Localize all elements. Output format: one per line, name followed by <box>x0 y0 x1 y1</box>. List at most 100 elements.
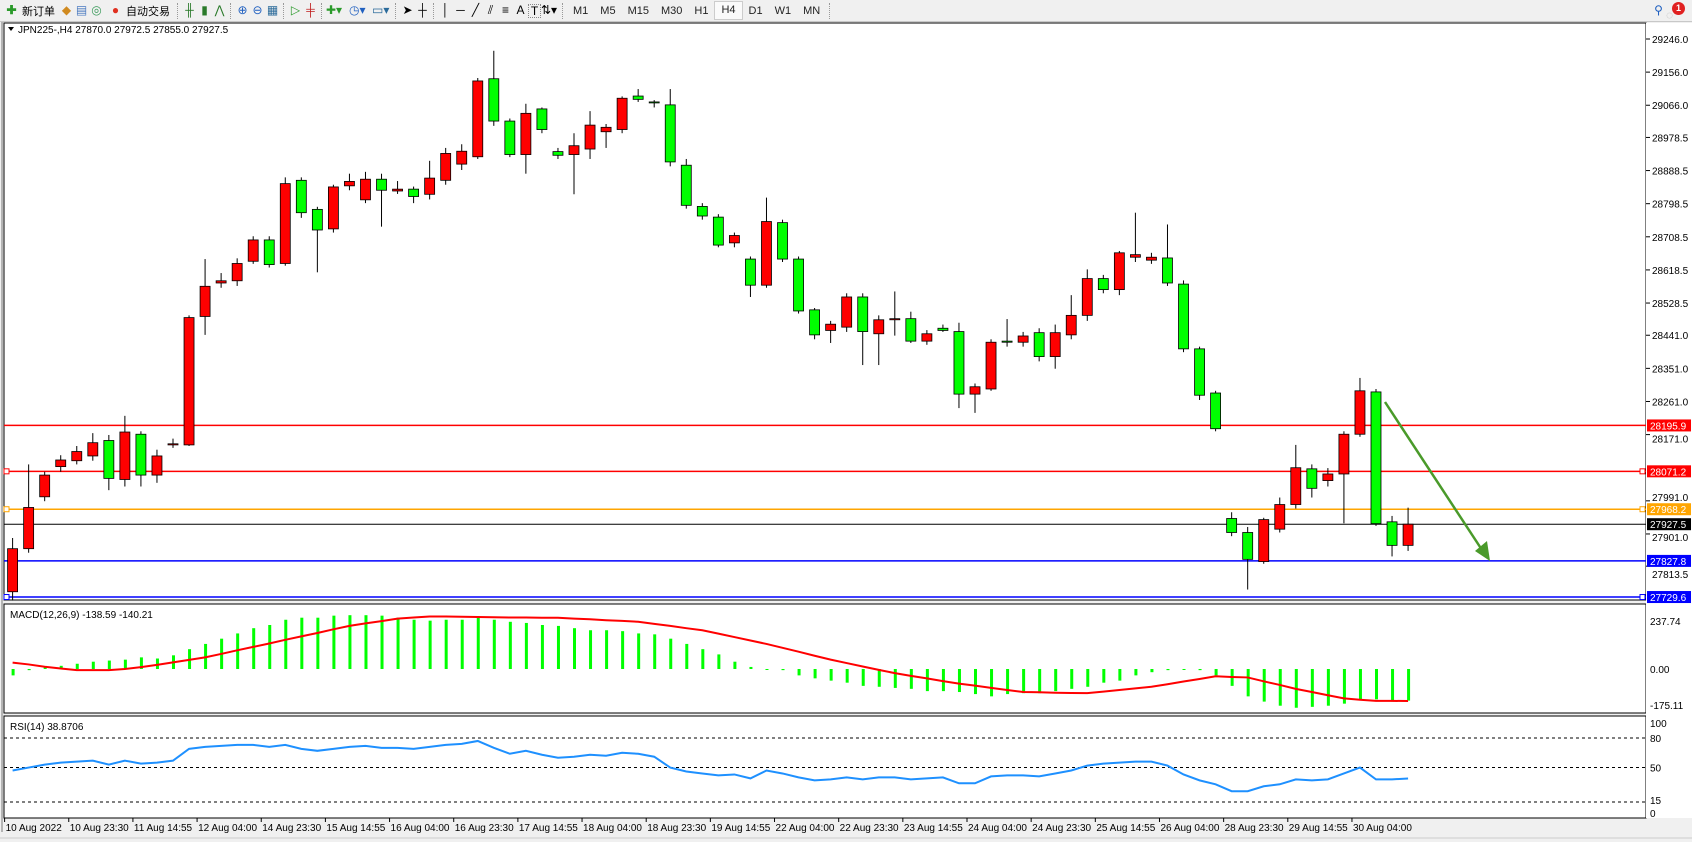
templates-icon[interactable]: ▭▾ <box>372 3 390 17</box>
macd-histogram-bar <box>669 638 673 669</box>
candle-body <box>889 318 901 321</box>
indicators-icon[interactable]: ✚▾ <box>326 3 343 17</box>
price-tick-label: 28888.5 <box>1652 167 1689 178</box>
candle-body <box>23 507 35 550</box>
text-label-icon[interactable]: T <box>528 3 541 18</box>
candle <box>247 236 259 264</box>
chart-header: JPN225-,H4 27870.0 27972.5 27855.0 27927… <box>18 25 229 36</box>
candle <box>1097 274 1109 294</box>
candle-body <box>7 548 18 593</box>
tile-windows-icon[interactable]: ▦ <box>266 3 279 17</box>
macd-histogram-bar <box>492 619 496 669</box>
timeframe-d1[interactable]: D1 <box>748 4 763 17</box>
candle-body <box>440 153 452 181</box>
rsi-panel <box>3 715 1647 819</box>
vertical-line-icon[interactable]: │ <box>441 3 450 17</box>
macd-histogram-bar <box>284 619 288 669</box>
macd-signal-line <box>12 615 1409 702</box>
candle <box>1162 224 1173 286</box>
candle-body <box>215 280 227 284</box>
fibonacci-icon[interactable]: ≡ <box>501 3 509 17</box>
auto-trading-label: 自动交易 <box>126 5 170 18</box>
cursor-icon[interactable]: ➤ <box>402 3 413 17</box>
level-price-tag <box>1647 465 1691 478</box>
chart-shift-icon[interactable]: ╪ <box>306 3 315 17</box>
trendline-icon[interactable]: ╱ <box>471 3 480 17</box>
candle <box>1194 346 1205 401</box>
candle <box>55 455 67 472</box>
macd-histogram-bar <box>1214 669 1218 676</box>
candlestick-icon[interactable]: ▮ <box>201 3 208 17</box>
zoom-in-icon[interactable]: ⊕ <box>237 3 248 17</box>
candle <box>680 158 692 209</box>
line-chart-icon[interactable]: ⋀ <box>214 3 225 17</box>
macd-histogram-bar <box>155 658 159 669</box>
zoom-out-icon[interactable]: ⊖ <box>252 3 263 17</box>
timeframe-h4[interactable]: H4 <box>714 1 743 20</box>
dropdown-triangle-icon <box>8 27 14 31</box>
price-tick-label: 29156.0 <box>1652 68 1689 79</box>
timeframe-w1[interactable]: W1 <box>774 4 792 17</box>
candle-body <box>103 440 115 479</box>
candle <box>1113 250 1125 296</box>
macd-histogram-bar <box>717 654 721 669</box>
horizontal-line-icon[interactable]: ─ <box>456 3 465 17</box>
candle-body <box>247 239 259 262</box>
candle-body <box>1113 252 1125 291</box>
macd-histogram-bar <box>412 619 416 669</box>
chart-window[interactable]: JPN225-,H4 27870.0 27972.5 27855.0 27927… <box>0 22 1692 842</box>
text-icon[interactable]: A <box>516 3 525 17</box>
candle <box>841 293 853 332</box>
macd-histogram-bar <box>1310 669 1314 707</box>
macd-histogram-bar <box>1391 669 1395 702</box>
toolbar-separator <box>433 2 435 19</box>
metaeditor-icon[interactable]: ◆ <box>61 3 72 17</box>
rsi-line <box>12 739 1409 793</box>
search-icon[interactable]: ⚲ <box>1654 3 1663 17</box>
auto-trading-button[interactable]: ● 自动交易 <box>104 1 174 20</box>
candle-body <box>600 126 612 133</box>
history-icon[interactable]: ▤ <box>75 3 88 17</box>
candle-body <box>279 183 291 264</box>
timeframe-m15[interactable]: M15 <box>627 4 649 17</box>
rsi-tick-label: 80 <box>1650 734 1662 745</box>
macd-histogram-bar <box>813 669 817 679</box>
timeframe-m5[interactable]: M5 <box>600 4 616 17</box>
macd-histogram-bar <box>348 615 352 669</box>
price-tick-label: 28528.5 <box>1652 299 1689 310</box>
periods-icon[interactable]: ◷▾ <box>349 3 366 17</box>
toolbar-separator <box>829 2 831 19</box>
candle <box>1386 515 1398 557</box>
macd-histogram-bar <box>123 659 127 669</box>
time-axis-label: 11 Aug 14:55 <box>134 823 193 834</box>
timeframe-m1[interactable]: M1 <box>573 4 589 17</box>
candle <box>135 431 147 487</box>
equidistant-channel-icon[interactable]: ⫽ <box>487 3 494 17</box>
timeframe-mn[interactable]: MN <box>803 4 821 17</box>
arrows-icon[interactable]: ⇅▾ <box>541 3 558 17</box>
candle <box>616 96 628 134</box>
candle <box>1402 507 1414 551</box>
candle-body <box>777 222 788 260</box>
timeframe-m30[interactable]: M30 <box>660 4 683 17</box>
candle <box>520 103 532 174</box>
candle <box>632 89 644 102</box>
macd-histogram-bar <box>396 617 400 669</box>
candle-body <box>905 318 917 342</box>
new-order-button[interactable]: ✚ 新订单 <box>0 1 59 20</box>
candle <box>1322 468 1334 487</box>
candle <box>311 206 323 273</box>
price-tick-label: 28708.5 <box>1652 233 1689 244</box>
bar-chart-icon[interactable]: ╫ <box>185 3 194 17</box>
time-axis-label: 10 Aug 2022 <box>6 823 63 834</box>
candle-body <box>841 296 853 328</box>
candle-body <box>360 178 371 201</box>
notifications-button[interactable]: ◌ 1 <box>1666 1 1686 22</box>
candle <box>360 171 371 204</box>
crosshair-icon[interactable]: ┼ <box>418 3 427 17</box>
auto-scroll-icon[interactable]: ▷ <box>290 3 301 17</box>
candle-body <box>985 341 997 390</box>
candle-body <box>1097 278 1109 291</box>
signals-icon[interactable]: ◎ <box>91 3 102 17</box>
timeframe-h1[interactable]: H1 <box>694 4 709 17</box>
